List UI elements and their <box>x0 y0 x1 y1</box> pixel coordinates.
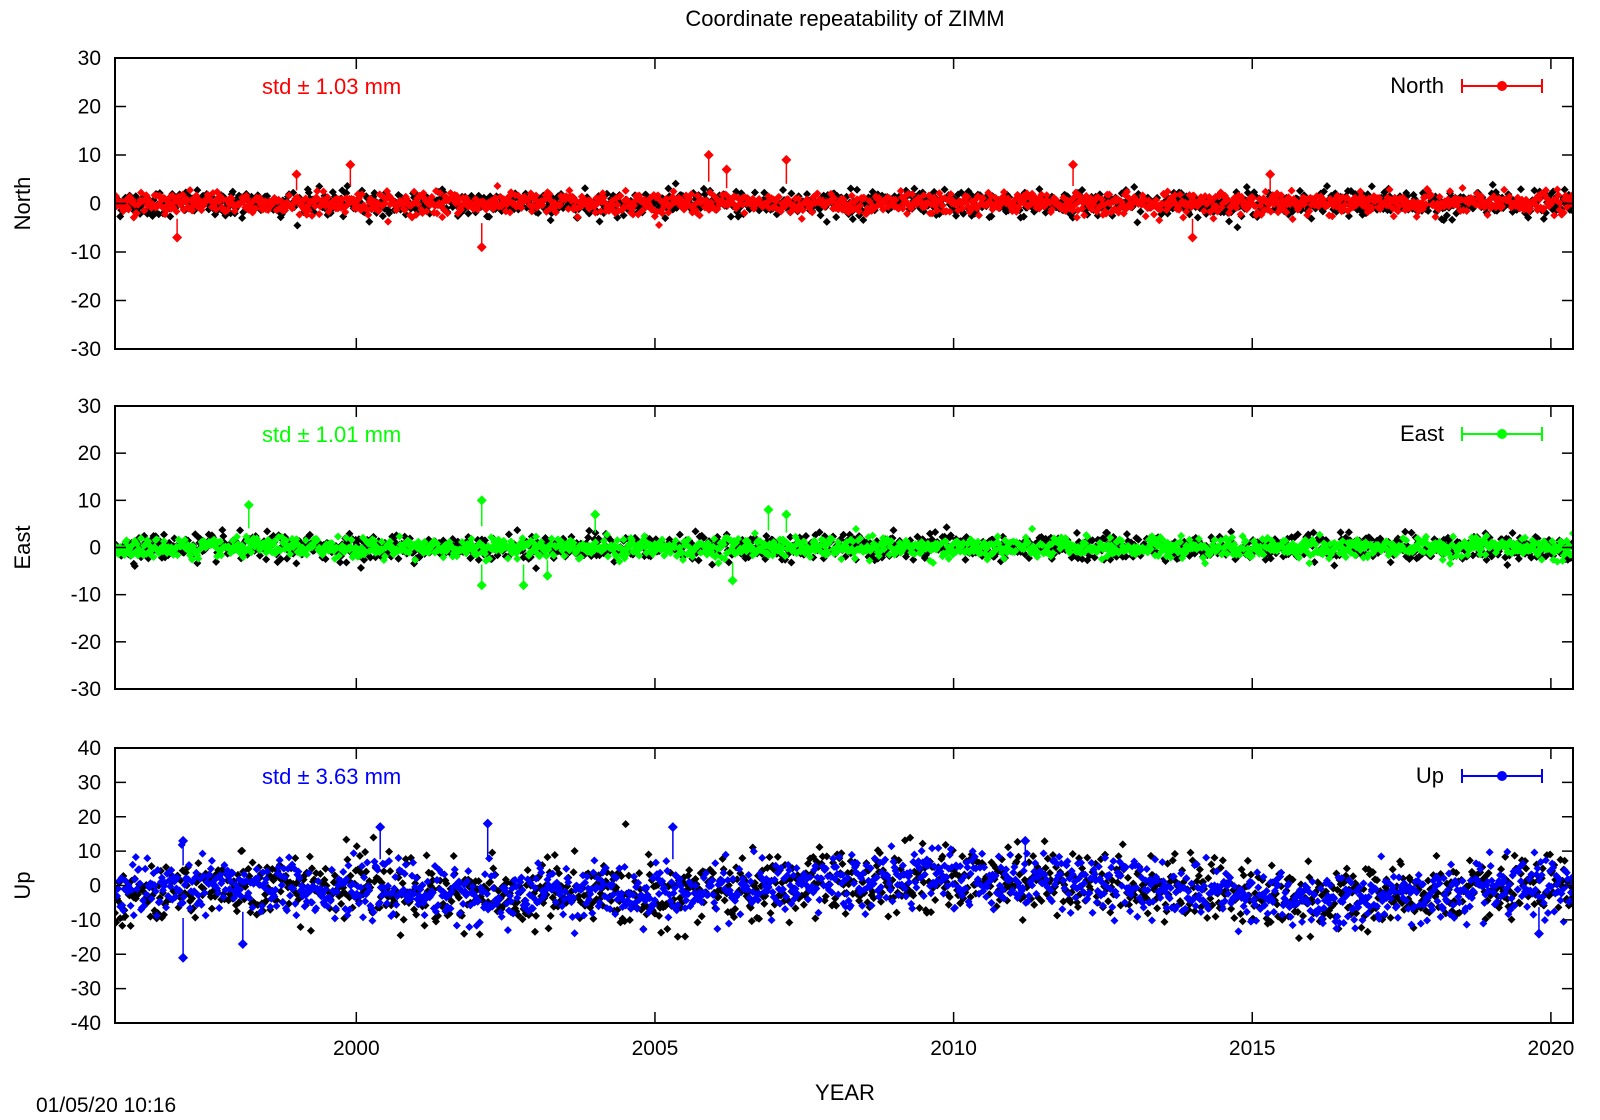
north-data-points <box>115 150 1573 253</box>
x-tick-label: 2020 <box>1528 1037 1575 1060</box>
north-outlier-point <box>1265 169 1276 180</box>
y-tick-label: -30 <box>71 338 101 361</box>
north-outlier-point <box>1068 159 1079 170</box>
y-tick-label: -10 <box>71 241 101 264</box>
up-outlier-point <box>1020 835 1031 846</box>
x-tick-label: 2005 <box>632 1037 679 1060</box>
y-tick-label: 10 <box>78 144 101 167</box>
east-outlier-point <box>476 580 487 591</box>
panel-north: -30 -20 -10 0 10 20 30 North std ± 1.03 mm North <box>10 47 1574 361</box>
y-tick-label: 20 <box>78 96 101 119</box>
up-data-points <box>115 818 1573 963</box>
chart-title: Coordinate repeatability of ZIMM <box>685 6 1004 31</box>
north-outlier-point <box>703 150 714 160</box>
east-series-points <box>115 524 1573 568</box>
north-outlier-point <box>721 164 732 175</box>
y-tick-label: -10 <box>71 909 101 932</box>
y-tick-label: 10 <box>78 840 101 863</box>
legend-label: East <box>1400 421 1444 446</box>
timestamp: 01/05/20 10:16 <box>36 1094 176 1117</box>
east-outlier-point <box>727 575 738 586</box>
x-tick-label: 2010 <box>930 1037 977 1060</box>
y-axis-label: North <box>10 177 35 231</box>
east-outlier-point <box>542 570 553 581</box>
east-outlier-point <box>781 509 792 520</box>
y-tick-label: -20 <box>71 943 101 966</box>
y-tick-label: 40 <box>78 737 101 760</box>
up-outlier-point <box>667 822 678 833</box>
north-outlier-point <box>476 242 487 253</box>
east-outlier-point <box>590 509 601 520</box>
x-axis: 2000 2005 2010 2015 2020 <box>333 1037 1574 1060</box>
east-outlier-point <box>518 580 529 591</box>
y-tick-label: 30 <box>78 395 101 418</box>
y-axis-label: East <box>10 525 35 569</box>
up-outlier-point <box>482 818 493 829</box>
x-tick-label: 2015 <box>1229 1037 1276 1060</box>
north-outlier-point <box>291 169 302 180</box>
y-tick-label: -30 <box>71 978 101 1001</box>
std-annotation: std ± 1.01 mm <box>262 422 401 447</box>
legend: Up <box>1416 763 1543 788</box>
y-tick-label: 10 <box>78 489 101 512</box>
panel-east: -30 -20 -10 0 10 20 30 East std ± 1.01 mm East <box>10 395 1574 701</box>
north-outlier-point <box>1187 232 1198 243</box>
legend-marker <box>1497 429 1507 439</box>
north-outlier-point <box>781 154 792 165</box>
y-tick-label: 0 <box>89 875 101 898</box>
x-tick-label: 2000 <box>333 1037 380 1060</box>
panel-up: -40 -30 -20 -10 0 10 20 30 40 Up std ± 3.63 mm Up <box>10 737 1574 1035</box>
up-outlier-point <box>178 835 189 846</box>
y-tick-label: -10 <box>71 584 101 607</box>
north-outlier-point <box>345 159 356 170</box>
east-outlier-point <box>243 500 254 511</box>
y-tick-label: 30 <box>78 47 101 70</box>
north-outlier-point <box>172 232 183 243</box>
up-outlier-point <box>1533 928 1544 939</box>
east-data-points <box>115 495 1573 591</box>
up-outlier-point <box>375 822 386 833</box>
y-tick-label: 0 <box>89 537 101 560</box>
y-tick-label: 20 <box>78 806 101 829</box>
east-outlier-point <box>476 495 487 506</box>
y-tick-label: -30 <box>71 678 101 701</box>
std-annotation: std ± 1.03 mm <box>262 74 401 99</box>
std-annotation: std ± 3.63 mm <box>262 764 401 789</box>
legend-marker <box>1497 81 1507 91</box>
up-outlier-point <box>237 938 248 949</box>
north-series-points <box>115 182 1573 229</box>
y-tick-label: 0 <box>89 193 101 216</box>
y-tick-label: -40 <box>71 1012 101 1035</box>
y-axis-label: Up <box>10 871 35 899</box>
legend-label: Up <box>1416 763 1444 788</box>
y-tick-label: -20 <box>71 290 101 313</box>
up-series-points <box>115 840 1573 938</box>
y-tick-label: 20 <box>78 442 101 465</box>
east-outlier-point <box>763 504 774 515</box>
legend: North <box>1390 73 1543 98</box>
legend: East <box>1400 421 1543 446</box>
y-tick-label: -20 <box>71 631 101 654</box>
up-outlier-point <box>178 952 189 963</box>
y-tick-label: 30 <box>78 771 101 794</box>
x-axis-label: YEAR <box>815 1080 875 1105</box>
legend-label: North <box>1390 73 1444 98</box>
legend-marker <box>1497 771 1507 781</box>
